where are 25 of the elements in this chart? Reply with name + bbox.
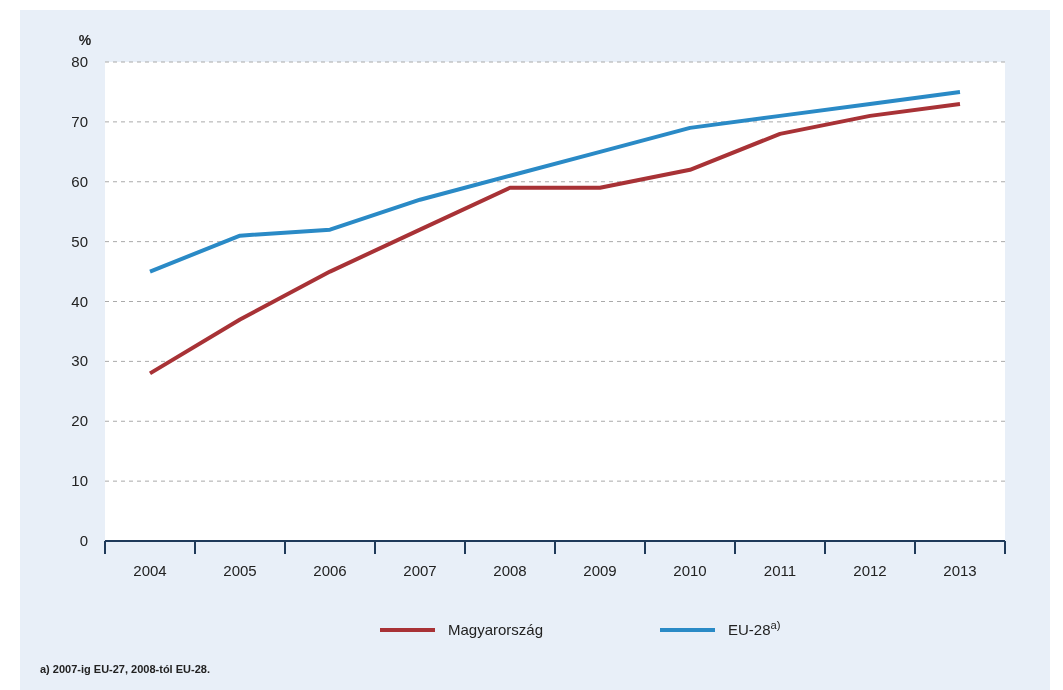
x-tick-label: 2009 [583, 562, 617, 579]
x-tick-label: 2005 [223, 562, 257, 579]
line-series [148, 101, 962, 376]
y-tick-label: 50 [71, 232, 88, 250]
y-tick-label: 20 [71, 412, 88, 430]
legend-label: EU-28$^{a)}$ [728, 619, 781, 638]
legend-label: Magyarország [448, 621, 544, 638]
y-tick-label: 0 [79, 532, 88, 549]
x-tick-label: 2011 [763, 562, 797, 579]
x-tick-label: 2004 [133, 562, 167, 579]
x-tick-label: 2007 [403, 562, 437, 579]
x-tick-label: 2008 [493, 562, 527, 579]
text: a) 2007-ig EU-27, 2008-tól EU-28. [40, 663, 210, 675]
y-tick-label: 80 [71, 53, 88, 70]
line-series [148, 89, 962, 274]
y-axis-title: % [78, 32, 92, 48]
x-tick-label: 2013 [943, 562, 977, 579]
y-tick-label: 40 [71, 292, 88, 310]
x-tick-label: 2010 [673, 562, 707, 579]
x-tick-label: 2012 [853, 562, 887, 579]
y-tick-label: 10 [71, 472, 88, 490]
y-tick-label: 60 [71, 172, 88, 190]
x-tick-label: 2006 [313, 562, 347, 579]
y-tick-label: 30 [71, 352, 88, 370]
y-tick-label: 70 [71, 112, 88, 130]
